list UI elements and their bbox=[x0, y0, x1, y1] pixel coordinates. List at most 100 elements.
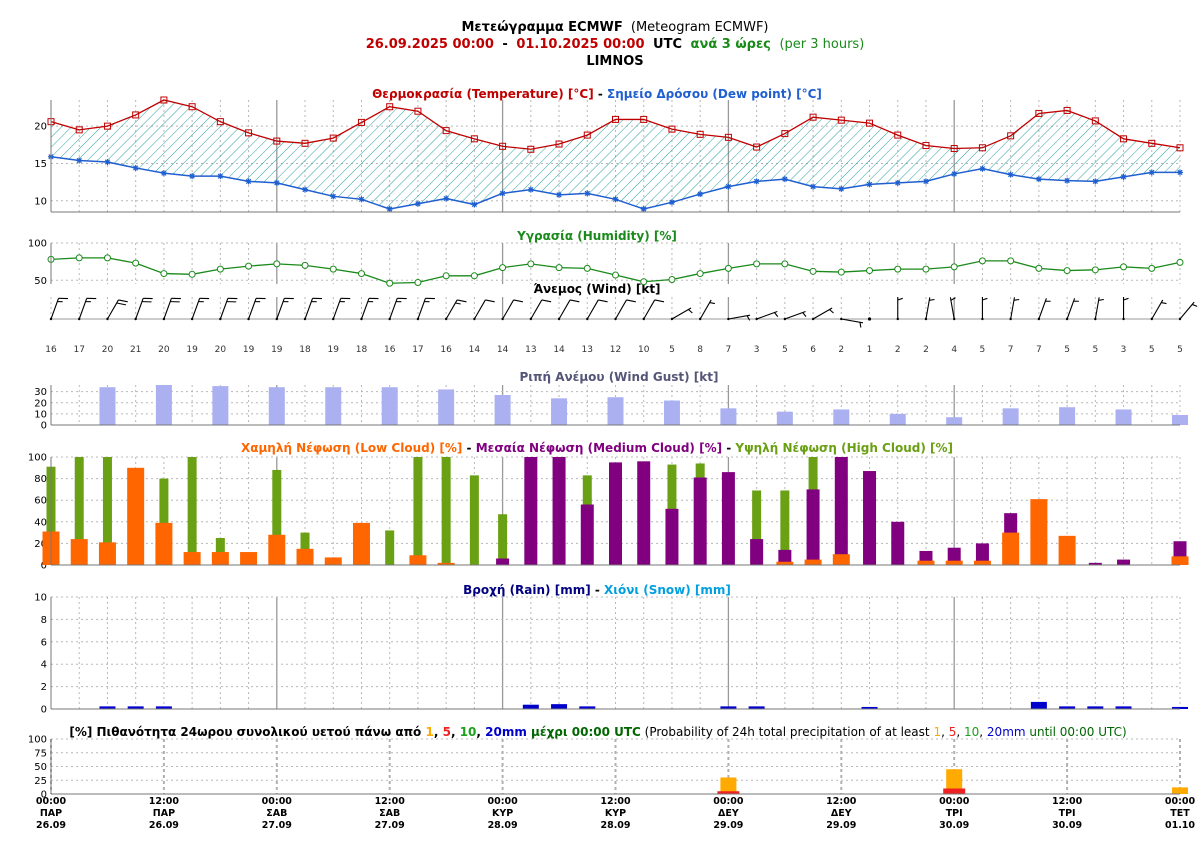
wind-barb bbox=[247, 297, 266, 321]
humidity-point bbox=[329, 265, 337, 273]
temperature-point bbox=[499, 142, 507, 150]
wind-barb-full bbox=[141, 301, 152, 303]
cloud-title-sep2: - bbox=[722, 441, 735, 455]
wind-barb-base bbox=[529, 317, 533, 321]
wind-barb bbox=[783, 310, 807, 321]
dew-point-star-stroke bbox=[782, 176, 788, 182]
wind-barb-base bbox=[1122, 317, 1125, 321]
dew-point-point bbox=[160, 170, 167, 177]
low-cloud-bar bbox=[70, 539, 88, 565]
wind-barb-base bbox=[444, 317, 448, 321]
wind-barb-base bbox=[642, 317, 645, 321]
wind-speed-label: 3 bbox=[754, 345, 760, 355]
x-tick-date: 28.09 bbox=[488, 820, 518, 831]
humidity-point bbox=[132, 259, 140, 267]
wind-barb-staff bbox=[304, 298, 314, 320]
x-tick-day: ΣΑΒ bbox=[266, 808, 287, 819]
wind-barb-base bbox=[473, 317, 476, 321]
medium-cloud-bar bbox=[863, 471, 877, 565]
wind-speed-label: 14 bbox=[553, 345, 565, 355]
dew-point-point bbox=[76, 157, 83, 164]
wind-barb bbox=[981, 297, 988, 321]
wind-speed-label: 5 bbox=[1177, 345, 1183, 355]
gust-ytick-label: 30 bbox=[34, 387, 47, 398]
wind-barb-staff bbox=[671, 307, 692, 320]
low-cloud-bar bbox=[917, 560, 935, 565]
wind-barb-half bbox=[829, 309, 834, 314]
wind-barb-base bbox=[783, 317, 787, 321]
low-cloud-bar bbox=[155, 522, 173, 565]
gust-title: Ριπή Ανέμου (Wind Gust) [kt] bbox=[520, 370, 719, 384]
low-cloud-bar bbox=[1002, 532, 1020, 565]
dew-point-star-stroke bbox=[1064, 178, 1070, 184]
rain-bar bbox=[1087, 706, 1104, 709]
cloud-title-low: Χαμηλή Νέφωση (Low Cloud) [%] bbox=[241, 441, 462, 455]
wind-barb-base bbox=[727, 317, 730, 321]
wind-barb-staff bbox=[135, 298, 144, 320]
gust-bar bbox=[607, 397, 624, 425]
temp-ytick-label: 20 bbox=[34, 122, 47, 133]
gust-bar bbox=[1059, 407, 1076, 425]
medium-cloud-bar bbox=[975, 543, 989, 565]
x-tick-date: 26.09 bbox=[36, 820, 66, 831]
humidity-point bbox=[1035, 264, 1043, 272]
high-cloud-bar bbox=[272, 469, 282, 565]
dew-point-star-stroke bbox=[838, 186, 844, 192]
humidity-ytick-label: 100 bbox=[28, 239, 47, 250]
gust-ytick-label: 0 bbox=[41, 421, 47, 432]
temperature-point bbox=[922, 142, 930, 150]
dew-point-star-stroke bbox=[161, 170, 167, 176]
title-sub: (Meteogram ECMWF) bbox=[631, 20, 769, 35]
medium-cloud-bar bbox=[778, 549, 792, 565]
period-utc: UTC bbox=[653, 37, 682, 52]
low-cloud-bar bbox=[183, 552, 201, 565]
dew-point-point bbox=[922, 178, 929, 185]
cloud-title-high: Υψηλή Νέφωση (High Cloud) [%] bbox=[734, 441, 953, 455]
temperature-point bbox=[1148, 139, 1156, 147]
humidity-point bbox=[442, 272, 450, 280]
temperature-point bbox=[809, 113, 817, 121]
rain-bar bbox=[1030, 701, 1047, 709]
wind-barb-staff bbox=[248, 298, 257, 320]
temperature-point bbox=[696, 130, 704, 138]
dew-point-star-stroke bbox=[951, 171, 957, 177]
dew-point-star-stroke bbox=[358, 196, 365, 202]
high-cloud-bar bbox=[780, 490, 790, 565]
wind-barb-staff bbox=[1151, 299, 1164, 320]
wind-barb-base bbox=[106, 317, 109, 321]
precip-ytick-label: 10 bbox=[34, 593, 47, 604]
wind-barb-half bbox=[1123, 297, 1129, 301]
high-cloud-bar bbox=[413, 457, 423, 565]
dew-point-star-stroke bbox=[443, 195, 449, 202]
wind-barb-full bbox=[227, 297, 238, 300]
cloud-ytick-label: 100 bbox=[28, 453, 47, 464]
wind-speed-label: 1 bbox=[867, 345, 873, 355]
humidity-point bbox=[301, 261, 309, 269]
temperature-point bbox=[527, 145, 535, 153]
wind-barb bbox=[557, 299, 580, 321]
wind-barb-full bbox=[118, 299, 128, 303]
humidity-point bbox=[894, 265, 902, 273]
dew-point-star-stroke bbox=[895, 180, 901, 186]
wind-barb-full bbox=[312, 297, 323, 300]
prob-label-5-en: 5 bbox=[949, 725, 957, 739]
rain-bar bbox=[579, 706, 596, 709]
dew-point-star-stroke bbox=[1092, 178, 1098, 185]
x-tick-date: 01.10 bbox=[1165, 820, 1195, 831]
wind-speed-label: 5 bbox=[980, 345, 986, 355]
medium-cloud-bar bbox=[609, 462, 622, 565]
wind-barb-base bbox=[840, 317, 843, 321]
dew-point-point bbox=[386, 206, 393, 213]
prob-label-20-en: 20mm bbox=[987, 725, 1026, 739]
temperature-point bbox=[978, 144, 986, 152]
low-cloud-bar bbox=[409, 555, 427, 565]
dew-point-point bbox=[527, 186, 534, 193]
x-tick-time: 00:00 bbox=[262, 796, 293, 807]
dew-point-point bbox=[979, 165, 986, 172]
prob-bar-1 bbox=[1172, 787, 1188, 794]
dew-point-point bbox=[1148, 169, 1155, 176]
period-line: 26.09.2025 00:00 - 01.10.2025 00:00 UTC … bbox=[366, 37, 865, 52]
medium-cloud-bar bbox=[524, 457, 538, 565]
dew-point-point bbox=[443, 195, 450, 202]
wind-barb-half bbox=[897, 297, 903, 301]
